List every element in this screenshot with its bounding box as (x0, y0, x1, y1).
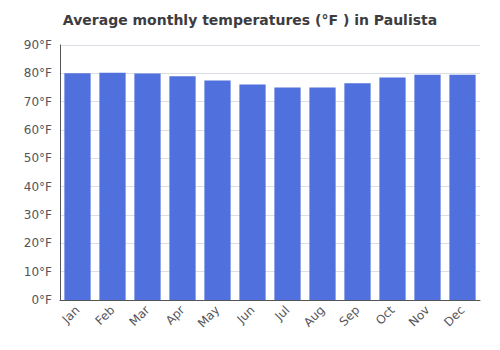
svg-text:Nov: Nov (406, 303, 432, 329)
svg-text:Aug: Aug (301, 303, 327, 329)
svg-text:Jun: Jun (234, 303, 258, 327)
svg-text:Jul: Jul (272, 303, 293, 324)
svg-text:Sep: Sep (337, 303, 363, 329)
svg-text:Apr: Apr (163, 303, 188, 328)
svg-text:80°F: 80°F (24, 66, 52, 80)
svg-text:40°F: 40°F (24, 180, 52, 194)
svg-text:May: May (195, 303, 222, 330)
svg-text:Oct: Oct (373, 303, 398, 328)
svg-text:Dec: Dec (441, 303, 467, 329)
svg-text:Mar: Mar (127, 303, 153, 329)
svg-text:30°F: 30°F (24, 208, 52, 222)
svg-text:50°F: 50°F (24, 151, 52, 165)
svg-text:Jan: Jan (59, 303, 83, 327)
svg-text:Feb: Feb (93, 303, 118, 328)
svg-text:Average monthly temperatures (: Average monthly temperatures (°F ) in Pa… (63, 12, 437, 28)
svg-text:90°F: 90°F (24, 38, 52, 52)
svg-text:60°F: 60°F (24, 123, 52, 137)
svg-text:20°F: 20°F (24, 236, 52, 250)
svg-text:0°F: 0°F (31, 293, 52, 307)
svg-text:70°F: 70°F (24, 95, 52, 109)
svg-text:10°F: 10°F (24, 265, 52, 279)
